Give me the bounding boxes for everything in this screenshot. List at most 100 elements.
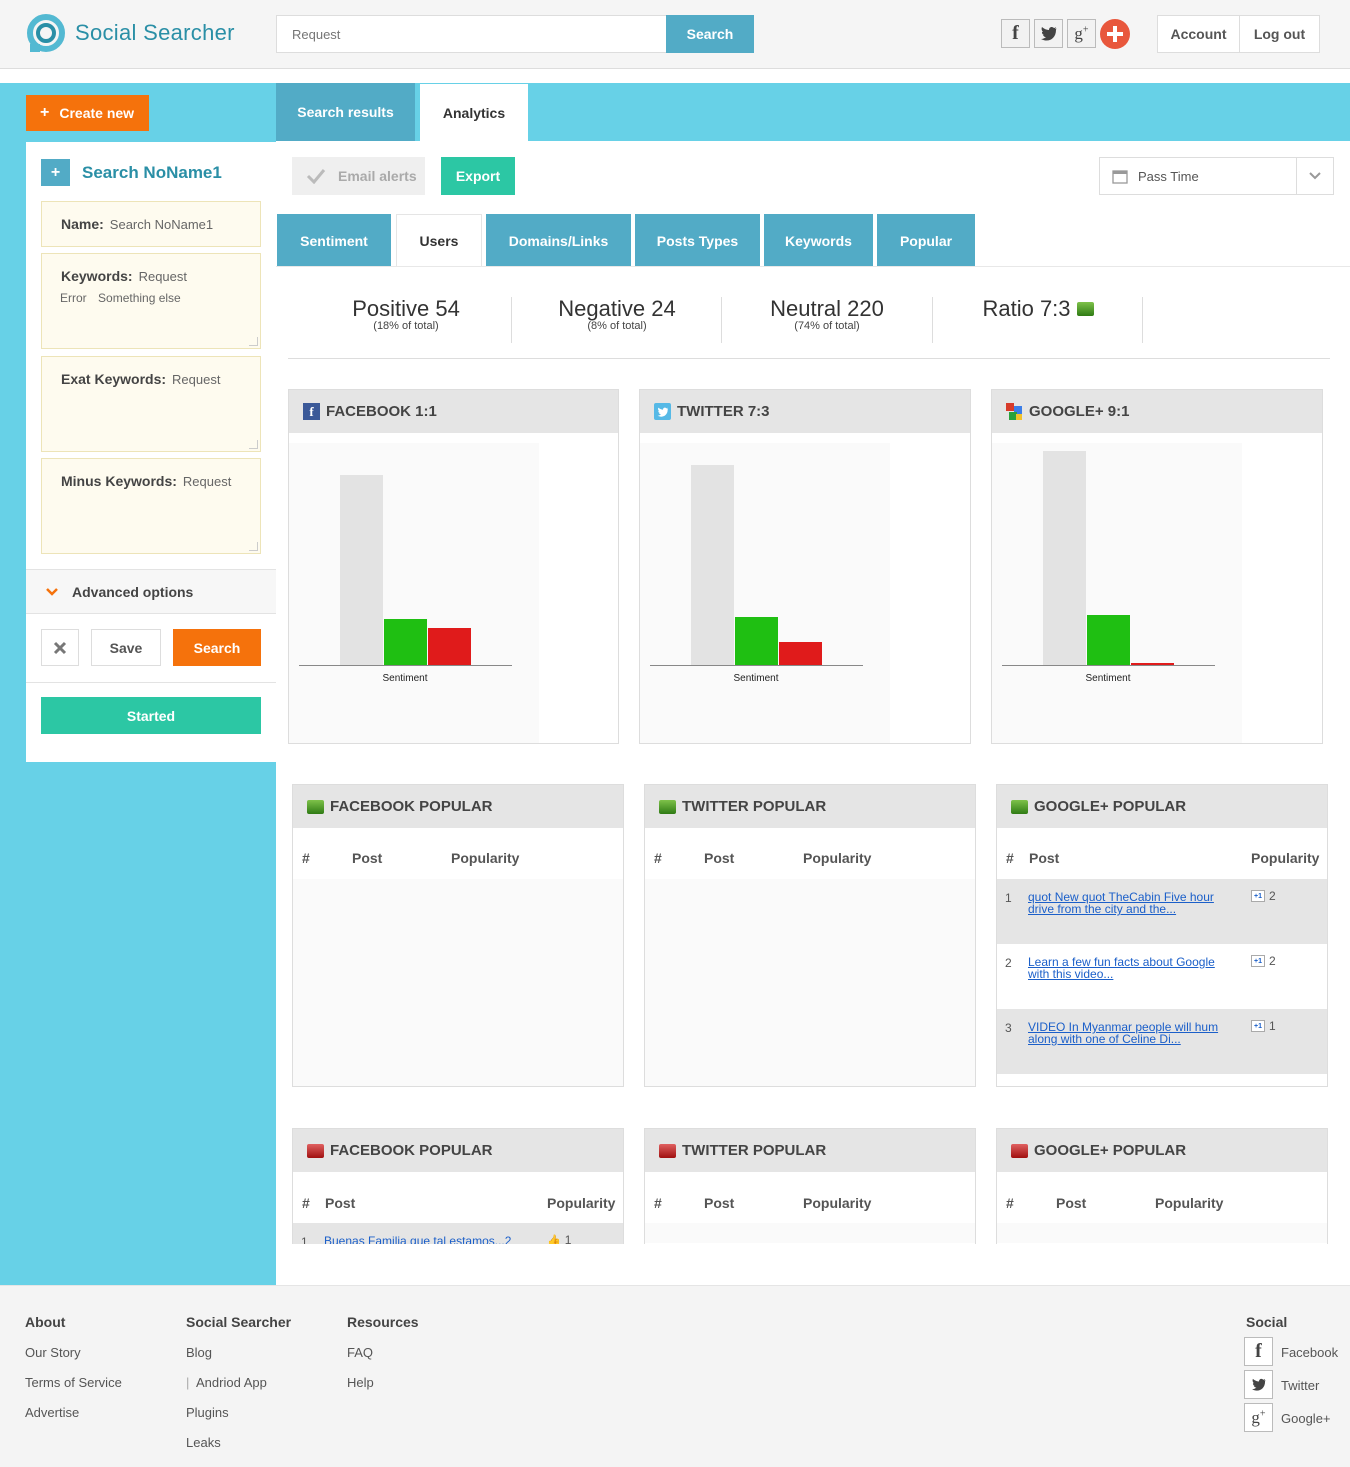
- stat-positive: Positive 54 (18% of total): [300, 296, 512, 332]
- email-alerts-button[interactable]: Email alerts: [292, 157, 425, 195]
- chevron-down-icon: [46, 587, 58, 596]
- footer-heading: Social Searcher: [186, 1314, 292, 1330]
- subtab-users[interactable]: Users: [396, 214, 482, 267]
- footer-link[interactable]: Terms of Service: [25, 1375, 122, 1390]
- footer-link[interactable]: Advertise: [25, 1405, 80, 1420]
- post-link[interactable]: Learn a few fun facts about Google with …: [1028, 955, 1215, 981]
- subtab-sentiment[interactable]: Sentiment: [277, 214, 391, 267]
- post-link[interactable]: quot New quot TheCabin Five hour drive f…: [1028, 890, 1214, 916]
- post-link[interactable]: Buenas Familia que tal estamos...2: [324, 1234, 512, 1244]
- divider: [276, 266, 1350, 267]
- sentiment-chart: Sentiment: [640, 443, 890, 743]
- footer-link[interactable]: Help: [347, 1375, 374, 1390]
- create-new-button[interactable]: + Create new: [26, 95, 149, 131]
- footer-link[interactable]: Facebook: [1281, 1345, 1339, 1360]
- footer-link[interactable]: Google+: [1281, 1411, 1331, 1426]
- footer-link[interactable]: Leaks: [186, 1435, 221, 1450]
- col-header-number: #: [654, 1195, 662, 1211]
- add-icon[interactable]: [1100, 19, 1130, 49]
- subtab-post-types[interactable]: Posts Types: [635, 214, 760, 267]
- positive-indicator-icon: [307, 799, 324, 814]
- footer-link[interactable]: FAQ: [347, 1345, 374, 1360]
- stat-percent: (74% of total): [794, 320, 860, 332]
- post-link[interactable]: VIDEO In Myanmar people will hum along w…: [1028, 1020, 1219, 1046]
- sentiment-chart: Sentiment: [992, 443, 1242, 743]
- popularity-value: 2: [1269, 954, 1276, 968]
- search-input[interactable]: [276, 15, 667, 53]
- footer-link[interactable]: Our Story: [25, 1345, 81, 1360]
- subtab-domains[interactable]: Domains/Links: [486, 214, 631, 267]
- like-icon: 👍: [547, 1234, 561, 1245]
- tab-search-results[interactable]: Search results: [276, 83, 415, 141]
- divider: [288, 358, 1330, 359]
- footer-heading: Social: [1246, 1314, 1288, 1330]
- resize-handle[interactable]: [249, 337, 258, 346]
- keyword-tag[interactable]: Error: [60, 291, 87, 305]
- stat-percent: (8% of total): [587, 320, 647, 332]
- footer-link[interactable]: Plugins: [186, 1405, 229, 1420]
- card-title: TWITTER 7:3: [677, 403, 770, 420]
- advanced-options-toggle[interactable]: Advanced options: [26, 569, 276, 614]
- popularity-cell: 👍 1: [547, 1233, 571, 1244]
- googleplus-icon[interactable]: g+: [1244, 1403, 1273, 1432]
- card-header: FACEBOOK POPULAR: [293, 1129, 623, 1172]
- footer-link[interactable]: Blog: [186, 1345, 213, 1360]
- keywords-field[interactable]: Keywords: Request Error Something else: [41, 253, 261, 349]
- col-header-number: #: [654, 850, 662, 866]
- plus-one-icon: +1: [1251, 890, 1265, 902]
- tab-analytics[interactable]: Analytics: [420, 84, 528, 141]
- keyword-tag[interactable]: Something else: [98, 291, 181, 305]
- google-icon: [1006, 403, 1023, 420]
- stat-negative: Negative 24 (8% of total): [512, 296, 722, 332]
- facebook-icon: f: [1012, 22, 1019, 44]
- export-button[interactable]: Export: [441, 157, 515, 195]
- logo-icon[interactable]: [26, 14, 66, 54]
- twitter-icon: [1040, 26, 1057, 41]
- positive-indicator-icon: [659, 799, 676, 814]
- card-title: FACEBOOK POPULAR: [330, 798, 493, 815]
- clear-button[interactable]: [41, 629, 79, 666]
- email-alerts-label: Email alerts: [338, 168, 417, 184]
- stat-ratio: Ratio 7:3: [933, 296, 1143, 322]
- twitter-icon[interactable]: [1244, 1370, 1273, 1399]
- time-range-select[interactable]: Pass Time: [1099, 157, 1334, 195]
- expand-icon[interactable]: +: [41, 159, 70, 186]
- name-label: Name:: [61, 216, 104, 232]
- time-range-value: Pass Time: [1138, 168, 1199, 184]
- minus-keywords-field[interactable]: Minus Keywords: Request: [41, 458, 261, 554]
- run-search-button[interactable]: Search: [173, 629, 261, 666]
- neutral-bar: [1043, 451, 1086, 665]
- negative-bar: [428, 628, 471, 665]
- positive-bar: [1087, 615, 1130, 665]
- footer-heading: About: [25, 1314, 66, 1330]
- exact-keywords-field[interactable]: Exat Keywords: Request: [41, 356, 261, 452]
- logout-button[interactable]: Log out: [1253, 26, 1306, 42]
- col-header-number: #: [302, 1195, 310, 1211]
- x-tick-label: Sentiment: [1085, 673, 1131, 684]
- plus-icon: +: [40, 104, 50, 121]
- card-title: TWITTER POPULAR: [682, 798, 827, 815]
- subtab-popular[interactable]: Popular: [877, 214, 975, 267]
- googleplus-share-button[interactable]: g+: [1067, 19, 1096, 48]
- card-header: GOOGLE+ 9:1: [992, 390, 1322, 433]
- footer-link[interactable]: Twitter: [1281, 1378, 1320, 1393]
- resize-handle[interactable]: [249, 440, 258, 449]
- facebook-icon[interactable]: f: [1244, 1337, 1273, 1366]
- facebook-share-button[interactable]: f: [1001, 19, 1030, 48]
- account-button[interactable]: Account: [1158, 16, 1240, 52]
- twitter-popular-positive: TWITTER POPULAR # Post Popularity: [644, 784, 976, 1087]
- footer-link[interactable]: Andriod App: [196, 1375, 267, 1390]
- app-name[interactable]: Social Searcher: [75, 20, 235, 45]
- resize-handle[interactable]: [249, 542, 258, 551]
- started-button[interactable]: Started: [41, 697, 261, 734]
- table-row: 2 Learn a few fun facts about Google wit…: [997, 944, 1327, 1009]
- search-button[interactable]: Search: [666, 15, 754, 53]
- twitter-share-button[interactable]: [1034, 19, 1063, 48]
- col-header-popularity: Popularity: [1251, 850, 1320, 866]
- search-title: Search NoName1: [82, 163, 222, 182]
- row-number: 2: [1005, 956, 1012, 970]
- plus-one-icon: +1: [1251, 955, 1265, 967]
- subtab-keywords[interactable]: Keywords: [764, 214, 873, 267]
- name-field[interactable]: Name: Search NoName1: [41, 201, 261, 247]
- save-button[interactable]: Save: [91, 629, 161, 666]
